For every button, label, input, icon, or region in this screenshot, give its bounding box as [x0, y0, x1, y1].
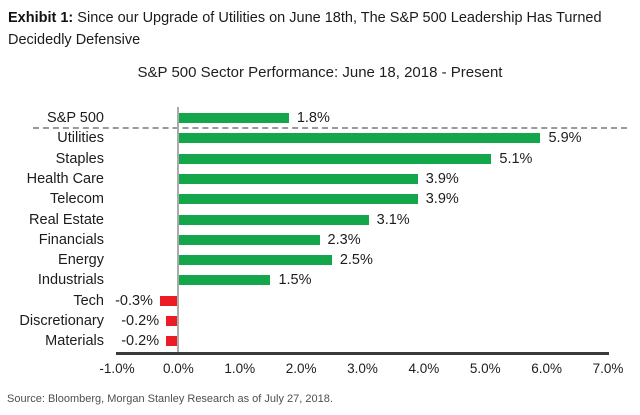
x-axis-tick-label: 1.0%: [224, 361, 256, 376]
category-label: Energy: [58, 252, 104, 269]
bar-value-label: 3.9%: [425, 170, 459, 187]
category-label: S&P 500: [47, 110, 104, 126]
source-note: Source: Bloomberg, Morgan Stanley Resear…: [7, 393, 333, 405]
category-label: Industrials: [37, 272, 104, 289]
x-axis-tick-label: -1.0%: [99, 361, 135, 376]
bar-value-label: 5.1%: [499, 150, 533, 167]
category-label: Health Care: [26, 170, 104, 187]
positive-bar: [178, 275, 271, 286]
bar-value-label: 3.9%: [425, 191, 459, 208]
category-label: Tech: [73, 292, 104, 309]
category-label: Discretionary: [19, 313, 104, 329]
category-label: Materials: [45, 333, 104, 350]
x-axis-tick-label: 2.0%: [285, 361, 317, 376]
x-axis-tick-label: 7.0%: [592, 361, 624, 376]
category-label: Real Estate: [29, 211, 104, 228]
bar-value-label: -0.3%: [115, 292, 153, 309]
x-axis-tick-label: 3.0%: [347, 361, 378, 376]
bar-value-label: -0.2%: [121, 313, 160, 329]
bar-value-label: 2.3%: [327, 231, 361, 248]
x-axis-baseline: [116, 352, 609, 355]
category-label: Financials: [38, 231, 104, 248]
positive-bar: [178, 113, 289, 123]
positive-bar: [178, 255, 332, 266]
category-label: Utilities: [57, 130, 104, 147]
x-axis-tick-label: 6.0%: [531, 361, 563, 376]
exhibit-title-text: Since our Upgrade of Utilities on June 1…: [8, 10, 602, 48]
benchmark-separator-line: [33, 127, 627, 130]
bar-value-label: 1.8%: [296, 110, 330, 126]
exhibit-label: Exhibit 1:: [8, 10, 74, 26]
x-axis-tick-label: 5.0%: [469, 361, 501, 376]
bar-value-label: 3.1%: [376, 211, 410, 228]
x-axis-tick-label: 0.0%: [162, 361, 194, 376]
positive-bar: [178, 234, 320, 245]
positive-bar: [178, 194, 418, 205]
positive-bar: [178, 153, 492, 164]
bar-value-label: 5.9%: [548, 130, 582, 147]
chart-title: S&P 500 Sector Performance: June 18, 201…: [137, 64, 503, 81]
exhibit-title: Exhibit 1: Since our Upgrade of Utilitie…: [8, 7, 614, 51]
positive-bar: [178, 173, 418, 184]
positive-bar: [178, 214, 369, 225]
negative-bar: [166, 316, 179, 326]
negative-bar: [166, 336, 179, 347]
positive-bar: [178, 133, 541, 144]
negative-bar: [159, 295, 179, 306]
zero-axis-line: [177, 107, 180, 354]
category-label: Staples: [55, 150, 104, 167]
category-label: Telecom: [50, 191, 104, 208]
bar-value-label: -0.2%: [121, 333, 160, 350]
x-axis-tick-label: 4.0%: [408, 361, 440, 376]
bar-value-label: 1.5%: [278, 272, 312, 289]
bar-value-label: 2.5%: [339, 252, 373, 269]
